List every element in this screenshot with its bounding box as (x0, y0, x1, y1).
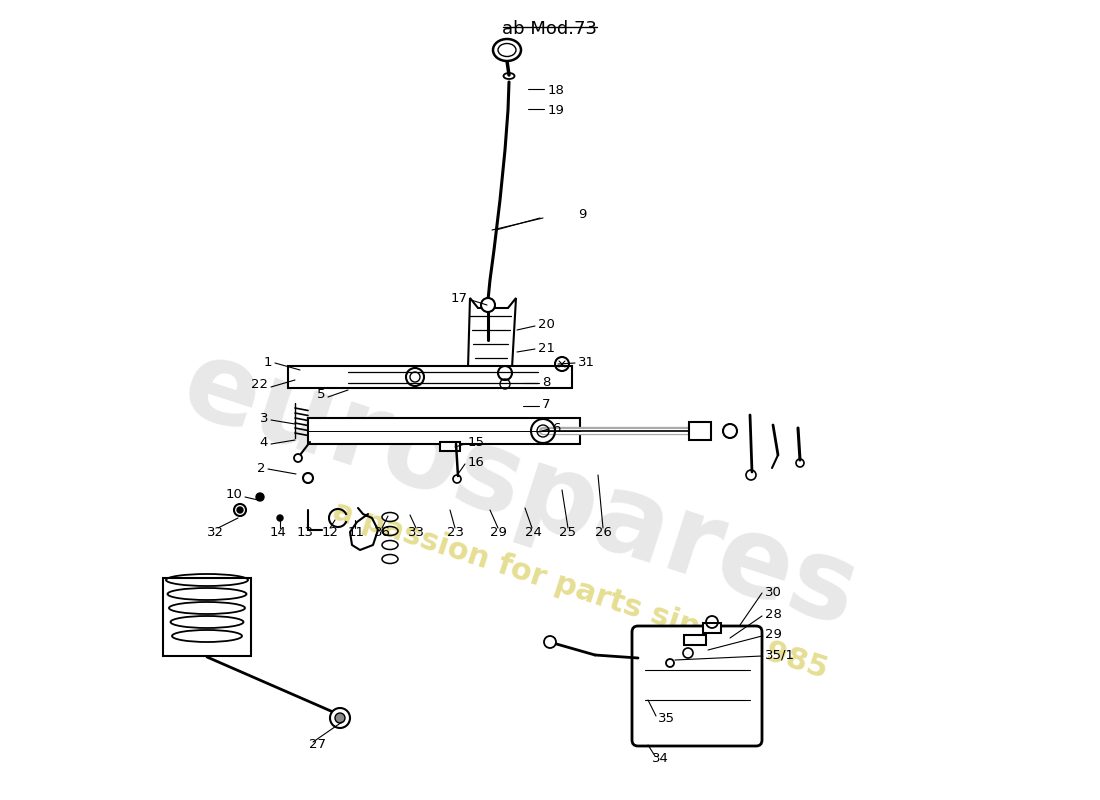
Text: 32: 32 (207, 526, 223, 538)
Bar (703, 623, 720, 633)
FancyBboxPatch shape (632, 626, 762, 746)
Text: 29: 29 (764, 629, 782, 642)
Text: 24: 24 (525, 526, 541, 538)
Text: 18: 18 (548, 83, 565, 97)
Text: 20: 20 (538, 318, 554, 331)
Text: 14: 14 (270, 526, 286, 538)
Text: 10: 10 (226, 489, 242, 502)
Bar (163, 578, 251, 656)
Text: 17: 17 (451, 291, 468, 305)
Text: 26: 26 (595, 526, 612, 538)
Text: 8: 8 (542, 375, 550, 389)
Circle shape (302, 473, 313, 483)
Text: 35/1: 35/1 (764, 649, 795, 662)
Text: 6: 6 (552, 422, 560, 434)
Text: ab Mod.73: ab Mod.73 (503, 20, 597, 38)
Text: 19: 19 (548, 103, 565, 117)
Polygon shape (308, 418, 580, 444)
Circle shape (481, 298, 495, 312)
Text: 21: 21 (538, 342, 556, 354)
Circle shape (236, 507, 243, 513)
Text: 15: 15 (468, 437, 485, 450)
Text: 23: 23 (447, 526, 463, 538)
Bar (689, 422, 711, 440)
Text: 22: 22 (251, 378, 268, 391)
Circle shape (294, 454, 302, 462)
Text: 29: 29 (490, 526, 506, 538)
Circle shape (256, 493, 264, 501)
Text: 28: 28 (764, 609, 782, 622)
Polygon shape (288, 366, 572, 388)
Text: 33: 33 (407, 526, 425, 538)
Bar (440, 442, 460, 450)
Bar (684, 635, 706, 645)
Text: 34: 34 (652, 751, 669, 765)
Polygon shape (468, 298, 516, 368)
Circle shape (666, 659, 674, 667)
Text: eurospares: eurospares (169, 330, 871, 650)
Text: 9: 9 (578, 209, 586, 222)
Text: 13: 13 (297, 526, 313, 538)
Text: 12: 12 (321, 526, 339, 538)
Circle shape (544, 636, 556, 648)
Text: 25: 25 (560, 526, 576, 538)
Text: 2: 2 (256, 462, 265, 474)
Circle shape (336, 713, 345, 723)
Text: 1: 1 (264, 355, 272, 369)
Text: 27: 27 (309, 738, 327, 751)
Text: 11: 11 (348, 526, 364, 538)
Text: 35: 35 (658, 711, 675, 725)
Text: 7: 7 (542, 398, 550, 411)
Text: 4: 4 (260, 435, 268, 449)
Text: a passion for parts since 1985: a passion for parts since 1985 (329, 496, 832, 684)
Circle shape (277, 515, 283, 521)
Text: 3: 3 (260, 411, 268, 425)
Text: 16: 16 (468, 457, 485, 470)
Text: 5: 5 (317, 389, 324, 402)
Circle shape (330, 708, 350, 728)
Text: 31: 31 (578, 355, 595, 369)
Text: 30: 30 (764, 586, 782, 598)
Ellipse shape (493, 39, 521, 61)
Text: 36: 36 (374, 526, 390, 538)
